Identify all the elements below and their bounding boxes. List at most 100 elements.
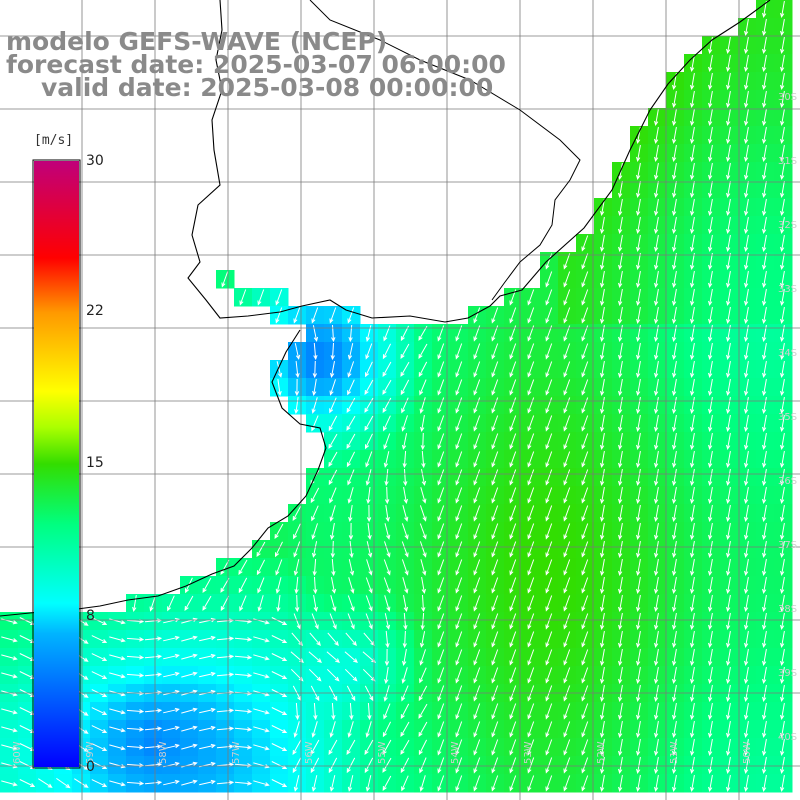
wind-arrow — [365, 721, 372, 738]
wind-arrow — [311, 613, 319, 630]
wind-arrow — [329, 721, 336, 738]
wind-arrow — [636, 145, 641, 163]
wind-arrow — [308, 651, 322, 663]
wind-arrow — [672, 163, 677, 181]
wind-arrow — [202, 595, 212, 611]
wind-arrow — [293, 775, 300, 792]
wind-arrow — [600, 613, 605, 631]
wind-arrow — [744, 577, 749, 595]
wind-arrow — [253, 726, 270, 733]
wind-arrow — [291, 632, 303, 646]
wind-arrow — [726, 775, 731, 793]
wind-arrow — [654, 739, 659, 757]
wind-arrow — [545, 361, 553, 378]
wind-arrow — [330, 342, 335, 361]
wind-arrow — [672, 217, 677, 235]
wind-arrow — [600, 559, 605, 577]
wind-arrow — [509, 649, 517, 666]
wind-arrow — [437, 361, 445, 378]
wind-arrow — [654, 127, 659, 145]
wind-arrow — [581, 487, 589, 504]
wind-arrow — [346, 739, 356, 756]
wind-arrow — [56, 777, 71, 789]
wind-arrow — [780, 199, 785, 217]
wind-arrow — [545, 379, 553, 396]
wind-arrow — [473, 559, 481, 576]
wind-arrow — [726, 253, 731, 271]
wind-arrow — [654, 541, 659, 559]
wind-arrow — [600, 307, 605, 325]
lon-label: 60W — [12, 741, 23, 764]
wind-arrow — [331, 577, 337, 594]
wind-arrow — [419, 397, 426, 414]
wind-arrow — [600, 379, 605, 397]
wind-arrow — [780, 217, 785, 235]
wind-arrow — [563, 433, 571, 450]
colorbar-tick-30: 30 — [86, 153, 104, 169]
wind-arrow — [581, 253, 589, 270]
wind-arrow — [780, 109, 785, 127]
wind-arrow — [199, 653, 216, 660]
wind-arrow — [109, 708, 126, 715]
wind-arrow — [400, 757, 410, 774]
wind-arrow — [618, 721, 623, 739]
wind-arrow — [257, 577, 265, 594]
wind-arrow — [708, 631, 713, 649]
wind-arrow — [455, 415, 463, 432]
wind-arrow — [744, 487, 749, 505]
wind-arrow — [690, 415, 695, 433]
lat-label: 37S — [778, 540, 797, 551]
wind-arrow — [690, 667, 695, 685]
wind-arrow — [545, 595, 553, 612]
wind-arrow — [672, 379, 677, 397]
wind-arrow — [181, 635, 198, 642]
wind-arrow — [600, 415, 605, 433]
wind-arrow — [672, 469, 677, 487]
wind-arrow — [581, 469, 589, 486]
wind-arrow — [437, 379, 445, 396]
wind-arrow — [744, 181, 749, 199]
lat-label: 34S — [778, 348, 797, 359]
wind-arrow — [509, 631, 517, 648]
wind-arrow — [437, 739, 445, 756]
wind-arrow — [780, 55, 785, 73]
wind-arrow — [382, 379, 392, 395]
wind-arrow — [346, 451, 356, 468]
wind-arrow — [726, 37, 731, 55]
wind-arrow — [293, 541, 301, 558]
wind-arrow — [726, 487, 731, 505]
wind-arrow — [708, 703, 713, 721]
wind-arrow — [744, 667, 749, 685]
wind-arrow — [600, 577, 605, 595]
wind-arrow — [672, 235, 677, 253]
wind-arrow — [271, 653, 288, 661]
wind-arrow — [402, 505, 409, 522]
wind-arrow — [256, 541, 266, 557]
wind-arrow — [563, 289, 571, 306]
wind-arrow — [581, 703, 589, 720]
wind-arrow — [347, 595, 355, 612]
wind-arrow — [780, 739, 785, 757]
wind-arrow — [672, 361, 677, 379]
wind-arrow — [581, 451, 589, 468]
wind-arrow — [348, 559, 355, 576]
wind-arrow — [618, 541, 623, 559]
wind-arrow — [365, 577, 373, 594]
wind-arrow — [690, 73, 695, 91]
wind-arrow — [491, 541, 499, 558]
wind-arrow — [216, 726, 235, 731]
wind-arrow — [294, 397, 299, 415]
wind-arrow — [293, 613, 301, 630]
wind-arrow — [473, 757, 481, 774]
wind-arrow — [382, 721, 392, 738]
wind-arrow — [726, 739, 731, 757]
wind-arrow — [491, 361, 499, 378]
wind-arrow — [744, 109, 749, 127]
wind-arrow — [600, 469, 605, 487]
wind-arrow — [295, 702, 300, 721]
lat-label: 35S — [778, 412, 797, 423]
wind-arrow — [726, 343, 731, 361]
wind-arrow — [618, 199, 623, 217]
wind-arrow — [365, 433, 373, 450]
wind-arrow — [726, 523, 731, 541]
